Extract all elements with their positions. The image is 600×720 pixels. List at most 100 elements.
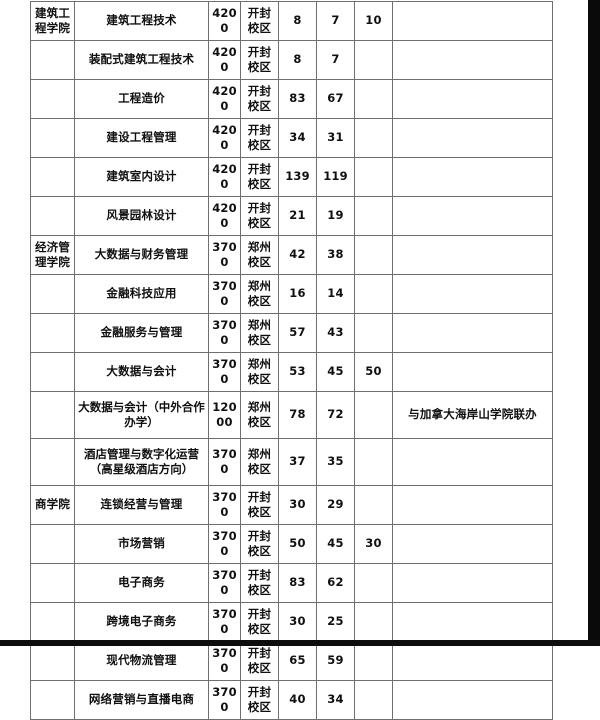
cell-campus: 开封校区 [240, 485, 279, 525]
table-row: 网络营销与直播电商 3700 开封校区 40 34 [30, 680, 553, 720]
cell-college [30, 79, 75, 119]
cell-major: 电子商务 [74, 563, 209, 603]
cell-college [30, 196, 75, 236]
cell-enrolled-count: 59 [316, 641, 355, 681]
cell-major: 市场营销 [74, 524, 209, 564]
cell-enrolled-count: 29 [316, 485, 355, 525]
cell-major: 连锁经营与管理 [74, 485, 209, 525]
cell-major: 大数据与会计（中外合作办学） [74, 391, 209, 439]
cell-fee: 3700 [208, 563, 241, 603]
cell-fee: 12000 [208, 391, 241, 439]
cell-enrolled-count: 38 [316, 235, 355, 275]
cell-college [30, 641, 75, 681]
cell-plan-count: 78 [278, 391, 317, 439]
cell-major: 建筑工程技术 [74, 1, 209, 41]
cell-remark [392, 118, 553, 158]
cell-plan-count: 30 [278, 485, 317, 525]
cell-college [30, 40, 75, 80]
cell-extra-count [354, 313, 393, 353]
cell-remark [392, 641, 553, 681]
cell-fee: 3700 [208, 438, 241, 486]
table-row: 金融科技应用 3700 郑州校区 16 14 [30, 274, 553, 314]
cell-campus: 开封校区 [240, 118, 279, 158]
cell-college [30, 391, 75, 439]
cell-campus: 开封校区 [240, 157, 279, 197]
cell-fee: 4200 [208, 40, 241, 80]
cell-plan-count: 21 [278, 196, 317, 236]
cell-enrolled-count: 25 [316, 602, 355, 642]
cell-college [30, 313, 75, 353]
cell-major: 金融科技应用 [74, 274, 209, 314]
cell-major: 建设工程管理 [74, 118, 209, 158]
cell-plan-count: 30 [278, 602, 317, 642]
cell-remark [392, 196, 553, 236]
cell-plan-count: 139 [278, 157, 317, 197]
cell-college [30, 274, 75, 314]
cell-fee: 4200 [208, 196, 241, 236]
cell-extra-count [354, 391, 393, 439]
cell-remark [392, 79, 553, 119]
cell-fee: 4200 [208, 157, 241, 197]
cell-plan-count: 83 [278, 79, 317, 119]
cell-campus: 郑州校区 [240, 313, 279, 353]
cell-plan-count: 57 [278, 313, 317, 353]
cell-campus: 郑州校区 [240, 235, 279, 275]
cell-campus: 开封校区 [240, 40, 279, 80]
cell-enrolled-count: 72 [316, 391, 355, 439]
cell-campus: 开封校区 [240, 524, 279, 564]
cell-enrolled-count: 14 [316, 274, 355, 314]
cell-major: 跨境电子商务 [74, 602, 209, 642]
cell-enrolled-count: 45 [316, 524, 355, 564]
cell-campus: 开封校区 [240, 196, 279, 236]
cell-fee: 3700 [208, 313, 241, 353]
cell-college [30, 602, 75, 642]
cell-remark [392, 485, 553, 525]
cell-fee: 3700 [208, 274, 241, 314]
cell-remark [392, 157, 553, 197]
cell-remark [392, 313, 553, 353]
cell-college [30, 352, 75, 392]
cell-campus: 开封校区 [240, 1, 279, 41]
cell-major: 风景园林设计 [74, 196, 209, 236]
cell-college [30, 438, 75, 486]
cell-college: 经济管理学院 [30, 235, 75, 275]
cell-plan-count: 83 [278, 563, 317, 603]
cell-plan-count: 16 [278, 274, 317, 314]
cell-fee: 3700 [208, 602, 241, 642]
cell-remark [392, 40, 553, 80]
table-body: 建筑工程学院 建筑工程技术 4200 开封校区 8 7 10 装配式建筑工程技术 4200 开封校… [30, 1, 553, 720]
cell-college: 建筑工程学院 [30, 1, 75, 41]
cell-extra-count [354, 563, 393, 603]
cell-extra-count [354, 235, 393, 275]
cell-enrolled-count: 119 [316, 157, 355, 197]
cell-fee: 4200 [208, 118, 241, 158]
scanned-page: 建筑工程学院 建筑工程技术 4200 开封校区 8 7 10 装配式建筑工程技术 4200 开封校… [30, 1, 553, 720]
cell-remark [392, 352, 553, 392]
cell-major: 酒店管理与数字化运营（高星级酒店方向） [74, 438, 209, 486]
cell-fee: 3700 [208, 524, 241, 564]
cell-remark [392, 274, 553, 314]
cell-college [30, 524, 75, 564]
table-row: 现代物流管理 3700 开封校区 65 59 [30, 641, 553, 681]
cell-extra-count [354, 118, 393, 158]
cell-major: 建筑室内设计 [74, 157, 209, 197]
cell-plan-count: 42 [278, 235, 317, 275]
cell-remark [392, 1, 553, 41]
cell-plan-count: 8 [278, 40, 317, 80]
table-row: 经济管理学院 大数据与财务管理 3700 郑州校区 42 38 [30, 235, 553, 275]
cell-extra-count [354, 79, 393, 119]
table-row: 大数据与会计（中外合作办学） 12000 郑州校区 78 72 与加拿大海岸山学院联办 [30, 391, 553, 439]
admission-plan-table: 建筑工程学院 建筑工程技术 4200 开封校区 8 7 10 装配式建筑工程技术 4200 开封校… [30, 1, 553, 720]
cell-campus: 郑州校区 [240, 274, 279, 314]
cell-extra-count [354, 602, 393, 642]
cell-campus: 开封校区 [240, 602, 279, 642]
table-row: 商学院 连锁经营与管理 3700 开封校区 30 29 [30, 485, 553, 525]
cell-remark [392, 602, 553, 642]
cell-extra-count [354, 40, 393, 80]
cell-major: 金融服务与管理 [74, 313, 209, 353]
cell-extra-count: 30 [354, 524, 393, 564]
cell-enrolled-count: 62 [316, 563, 355, 603]
table-row: 市场营销 3700 开封校区 50 45 30 [30, 524, 553, 564]
cell-extra-count [354, 438, 393, 486]
cell-remark [392, 438, 553, 486]
